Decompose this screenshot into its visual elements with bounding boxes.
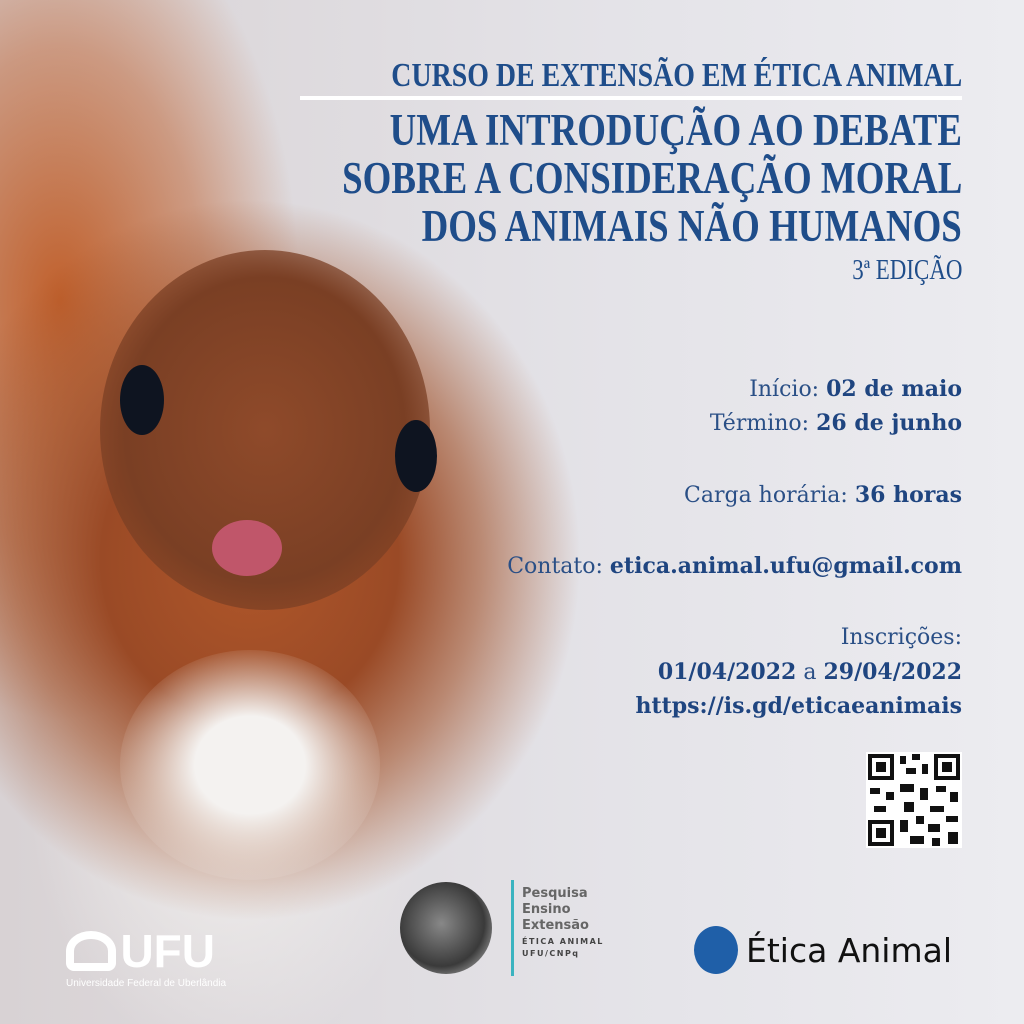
squirrel-nose <box>212 520 282 576</box>
etica-animal-emblem-icon <box>694 926 738 974</box>
registration-link[interactable]: https://is.gd/eticaeanimais <box>635 693 962 719</box>
ufu-emblem-icon <box>66 931 116 971</box>
research-group-block: Pesquisa Ensino Extensão ÉTICA ANIMAL UFU/… <box>522 886 604 958</box>
start-date: Início: 02 de maio <box>749 376 962 402</box>
hours: Carga horária: 36 horas <box>684 482 962 508</box>
course-name: CURSO DE EXTENSÃO EM ÉTICA ANIMAL <box>391 57 962 94</box>
squirrel-eye-right <box>395 420 437 492</box>
end-date: Término: 26 de junho <box>709 410 962 436</box>
accent-line <box>511 880 514 976</box>
course-title: UMA INTRODUÇÃO AO DEBATE SOBRE A CONSIDE… <box>341 105 962 251</box>
registration-dates: 01/04/2022 a 29/04/2022 <box>657 659 962 685</box>
ufu-logo: UFU Universidade Federal de Uberlândia <box>66 925 227 989</box>
chimpanzee-thinker-image <box>400 882 492 974</box>
divider <box>300 96 962 100</box>
contact: Contato: etica.animal.ufu@gmail.com <box>507 553 962 579</box>
squirrel-chest <box>120 650 380 880</box>
registration-label: Inscrições: <box>840 625 962 650</box>
edition: 3ª EDIÇÃO <box>851 255 962 286</box>
contact-email[interactable]: etica.animal.ufu@gmail.com <box>609 553 962 579</box>
qr-code[interactable] <box>866 752 962 848</box>
squirrel-eye-left <box>120 365 164 435</box>
etica-animal-logo: Ética Animal <box>694 926 952 974</box>
